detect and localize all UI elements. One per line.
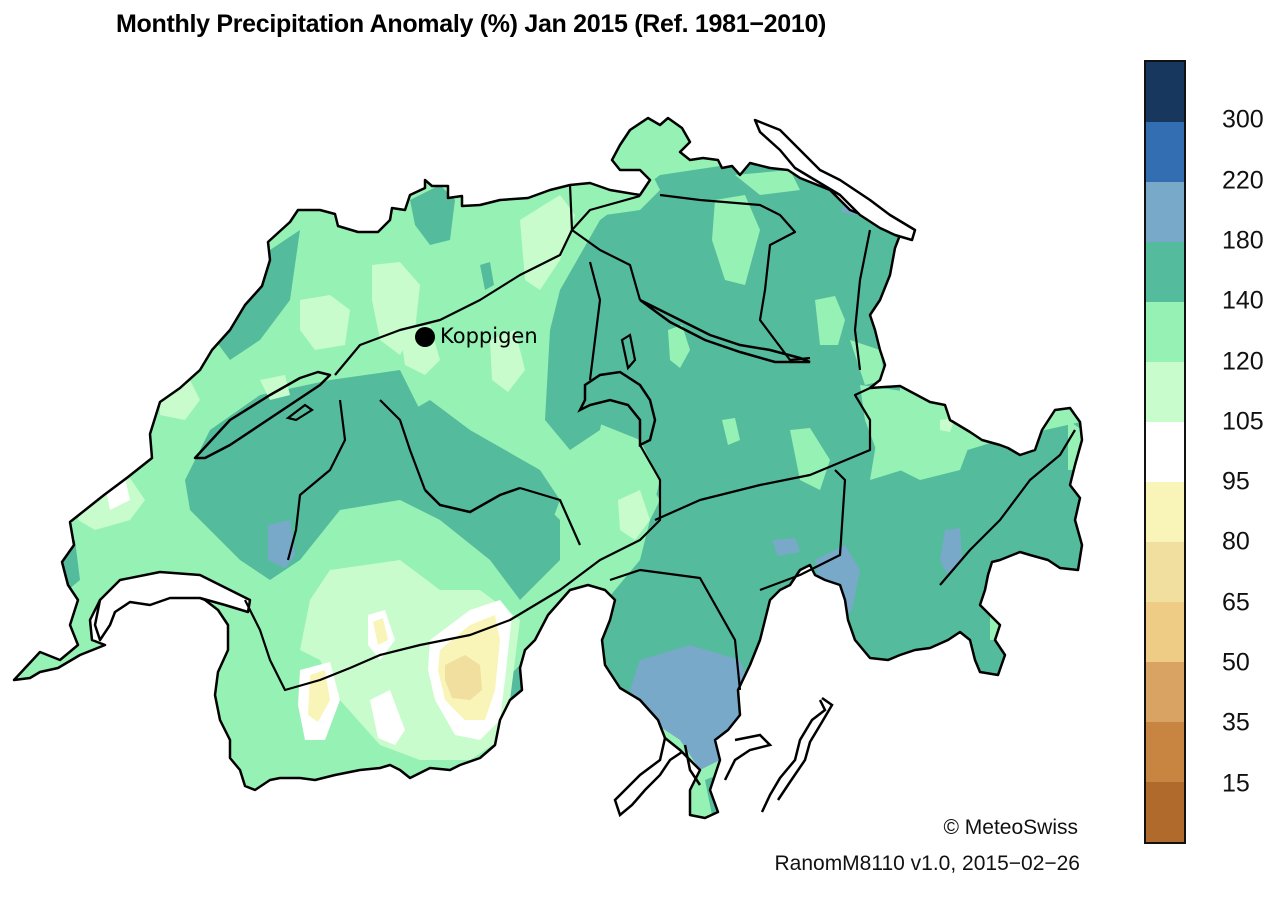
legend-segment	[1146, 482, 1184, 542]
chart-title: Monthly Precipitation Anomaly (%) Jan 20…	[116, 10, 827, 38]
legend-label: 95	[1222, 467, 1250, 496]
legend-label: 220	[1222, 166, 1264, 195]
legend-segment	[1146, 422, 1184, 482]
color-legend	[1144, 60, 1186, 844]
version-stamp: RanomM8110 v1.0, 2015−02−26	[774, 852, 1080, 875]
legend-segment	[1146, 362, 1184, 422]
station-marker-koppigen	[415, 327, 435, 347]
legend-label: 65	[1222, 588, 1250, 617]
legend-segment	[1146, 782, 1184, 842]
station-label: Koppigen	[440, 324, 538, 348]
legend-segment	[1146, 182, 1184, 242]
legend-segment	[1146, 242, 1184, 302]
legend-segment	[1146, 722, 1184, 782]
legend-segment	[1146, 602, 1184, 662]
legend-segment	[1146, 302, 1184, 362]
legend-label: 180	[1222, 226, 1264, 255]
legend-label: 300	[1222, 105, 1264, 134]
legend-segment	[1146, 62, 1184, 122]
legend-label: 80	[1222, 527, 1250, 556]
legend-label: 105	[1222, 407, 1264, 436]
legend-label: 35	[1222, 708, 1250, 737]
copyright-notice: © MeteoSwiss	[943, 816, 1078, 839]
legend-segment	[1146, 662, 1184, 722]
legend-label: 120	[1222, 347, 1264, 375]
legend-segment	[1146, 542, 1184, 602]
legend-label: 15	[1222, 769, 1250, 798]
legend-labels: 300 220 180 140 120 105 95 80 65 50 35 1…	[1222, 60, 1280, 844]
precipitation-map: Koppigen	[12, 116, 1084, 820]
legend-label: 50	[1222, 648, 1250, 677]
legend-label: 140	[1222, 286, 1264, 315]
legend-segment	[1146, 122, 1184, 182]
